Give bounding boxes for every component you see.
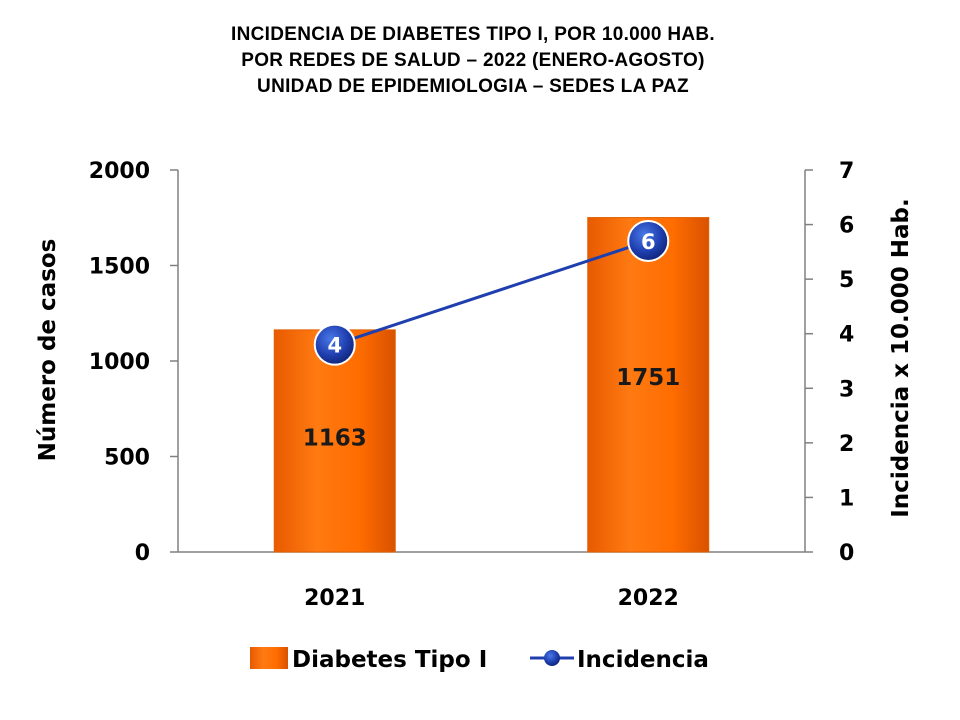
bar-data-label: 1163 xyxy=(303,425,367,451)
y-axis-label: Número de casos xyxy=(35,239,61,462)
right-tick-label: 7 xyxy=(839,159,854,184)
y2-axis-label: Incidencia x 10.000 Hab. xyxy=(888,198,914,518)
left-tick-label: 0 xyxy=(135,541,150,566)
legend-label-line: Incidencia xyxy=(577,647,709,673)
incidence-point-2021 xyxy=(313,323,356,366)
bar-series: 1163 1751 xyxy=(273,217,710,553)
legend-swatch-marker xyxy=(544,650,560,666)
incidence-point-label: 6 xyxy=(641,230,656,254)
left-tick-label: 1000 xyxy=(89,350,150,375)
incidence-line xyxy=(334,239,649,347)
right-tick-label: 0 xyxy=(839,541,854,566)
x-category-label: 2022 xyxy=(618,586,679,611)
bar-2021 xyxy=(273,329,396,553)
bar-data-label: 1751 xyxy=(616,365,680,391)
chart-title-line-3: UNIDAD DE EPIDEMIOLOGIA – SEDES LA PAZ xyxy=(257,76,689,97)
incidence-point-2022 xyxy=(627,219,670,262)
axes xyxy=(177,170,806,553)
right-tick-label: 2 xyxy=(839,432,854,457)
right-tick-label: 4 xyxy=(839,323,854,348)
x-axis-categories: 2021 2022 xyxy=(304,586,679,611)
x-category-label: 2021 xyxy=(304,586,365,611)
legend-label-bar: Diabetes Tipo I xyxy=(292,647,487,673)
chart-title: INCIDENCIA DE DIABETES TIPO I, POR 10.00… xyxy=(0,22,946,100)
chart-title-line-2: POR REDES DE SALUD – 2022 (ENERO-AGOSTO) xyxy=(241,50,705,71)
incidence-point-label: 4 xyxy=(327,334,342,358)
right-tick-label: 5 xyxy=(839,268,854,293)
right-tick-label: 6 xyxy=(839,214,854,239)
left-tick-label: 2000 xyxy=(89,159,150,184)
left-axis-ticks: 0 500 1000 1500 2000 xyxy=(89,159,178,566)
legend: Diabetes Tipo I Incidencia xyxy=(250,647,709,673)
bar-2022 xyxy=(587,217,710,553)
right-tick-label: 3 xyxy=(839,377,854,402)
left-tick-label: 500 xyxy=(104,446,150,471)
chart-title-line-1: INCIDENCIA DE DIABETES TIPO I, POR 10.00… xyxy=(231,24,715,45)
right-tick-label: 1 xyxy=(839,486,854,511)
left-tick-label: 1500 xyxy=(89,255,150,280)
line-series: 46 xyxy=(313,219,670,366)
legend-swatch-bar xyxy=(250,647,288,669)
right-axis-ticks: 0 1 2 3 4 5 6 7 xyxy=(805,159,854,566)
